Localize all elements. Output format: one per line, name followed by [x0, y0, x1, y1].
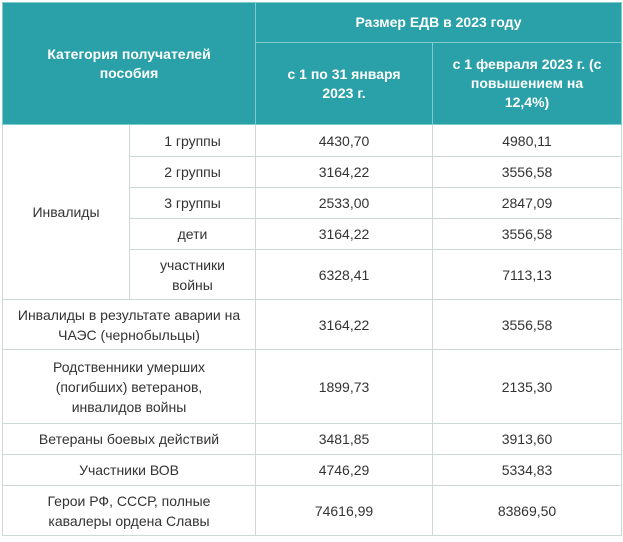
jan-value-cell: 4746,29 [255, 454, 434, 486]
jan-value-cell: 74616,99 [255, 485, 434, 536]
subcategory-cell: участники войны [128, 249, 257, 300]
feb-value-cell: 83869,50 [432, 485, 623, 536]
row-label: Инвалиды в результате аварии на ЧАЭС (че… [1, 299, 257, 350]
subcategory-cell: 2 группы [128, 156, 257, 188]
feb-value-cell: 3556,58 [432, 218, 623, 250]
row-label-disabled: Инвалиды [2, 124, 130, 300]
feb-value-cell: 3556,58 [432, 156, 623, 188]
jan-value-cell: 3164,22 [255, 218, 434, 250]
feb-value-cell: 7113,13 [432, 249, 623, 300]
header-category: Категория получателей пособия [1, 2, 257, 125]
feb-value-cell: 5334,83 [432, 454, 623, 486]
feb-value-cell: 4980,11 [432, 124, 623, 157]
header-size-group: Размер ЕДВ в 2023 году [255, 2, 623, 43]
feb-value-cell: 3556,58 [432, 299, 623, 350]
jan-value-cell: 6328,41 [255, 249, 434, 300]
jan-value-cell: 3164,22 [255, 156, 434, 188]
jan-value-cell: 3164,22 [255, 299, 434, 350]
jan-value-cell: 1899,73 [255, 349, 434, 424]
feb-value-cell: 2847,09 [432, 187, 623, 219]
header-january: с 1 по 31 января 2023 г. [255, 42, 434, 125]
jan-value-cell: 4430,70 [255, 124, 434, 157]
row-label: Родственники умерших (погибших) ветерано… [1, 349, 257, 424]
jan-value-cell: 3481,85 [255, 423, 434, 455]
feb-value-cell: 2135,30 [432, 349, 623, 424]
feb-value-cell: 3913,60 [432, 423, 623, 455]
jan-value-cell: 2533,00 [255, 187, 434, 219]
row-label: Участники ВОВ [1, 454, 257, 486]
subcategory-cell: 3 группы [128, 187, 257, 219]
row-label: Герои РФ, СССР, полные кавалеры ордена С… [1, 485, 257, 536]
header-february: с 1 февраля 2023 г. (с повышением на 12,… [432, 42, 623, 125]
subcategory-cell: дети [128, 218, 257, 250]
row-label: Ветераны боевых действий [1, 423, 257, 455]
subcategory-cell: 1 группы [128, 124, 257, 157]
